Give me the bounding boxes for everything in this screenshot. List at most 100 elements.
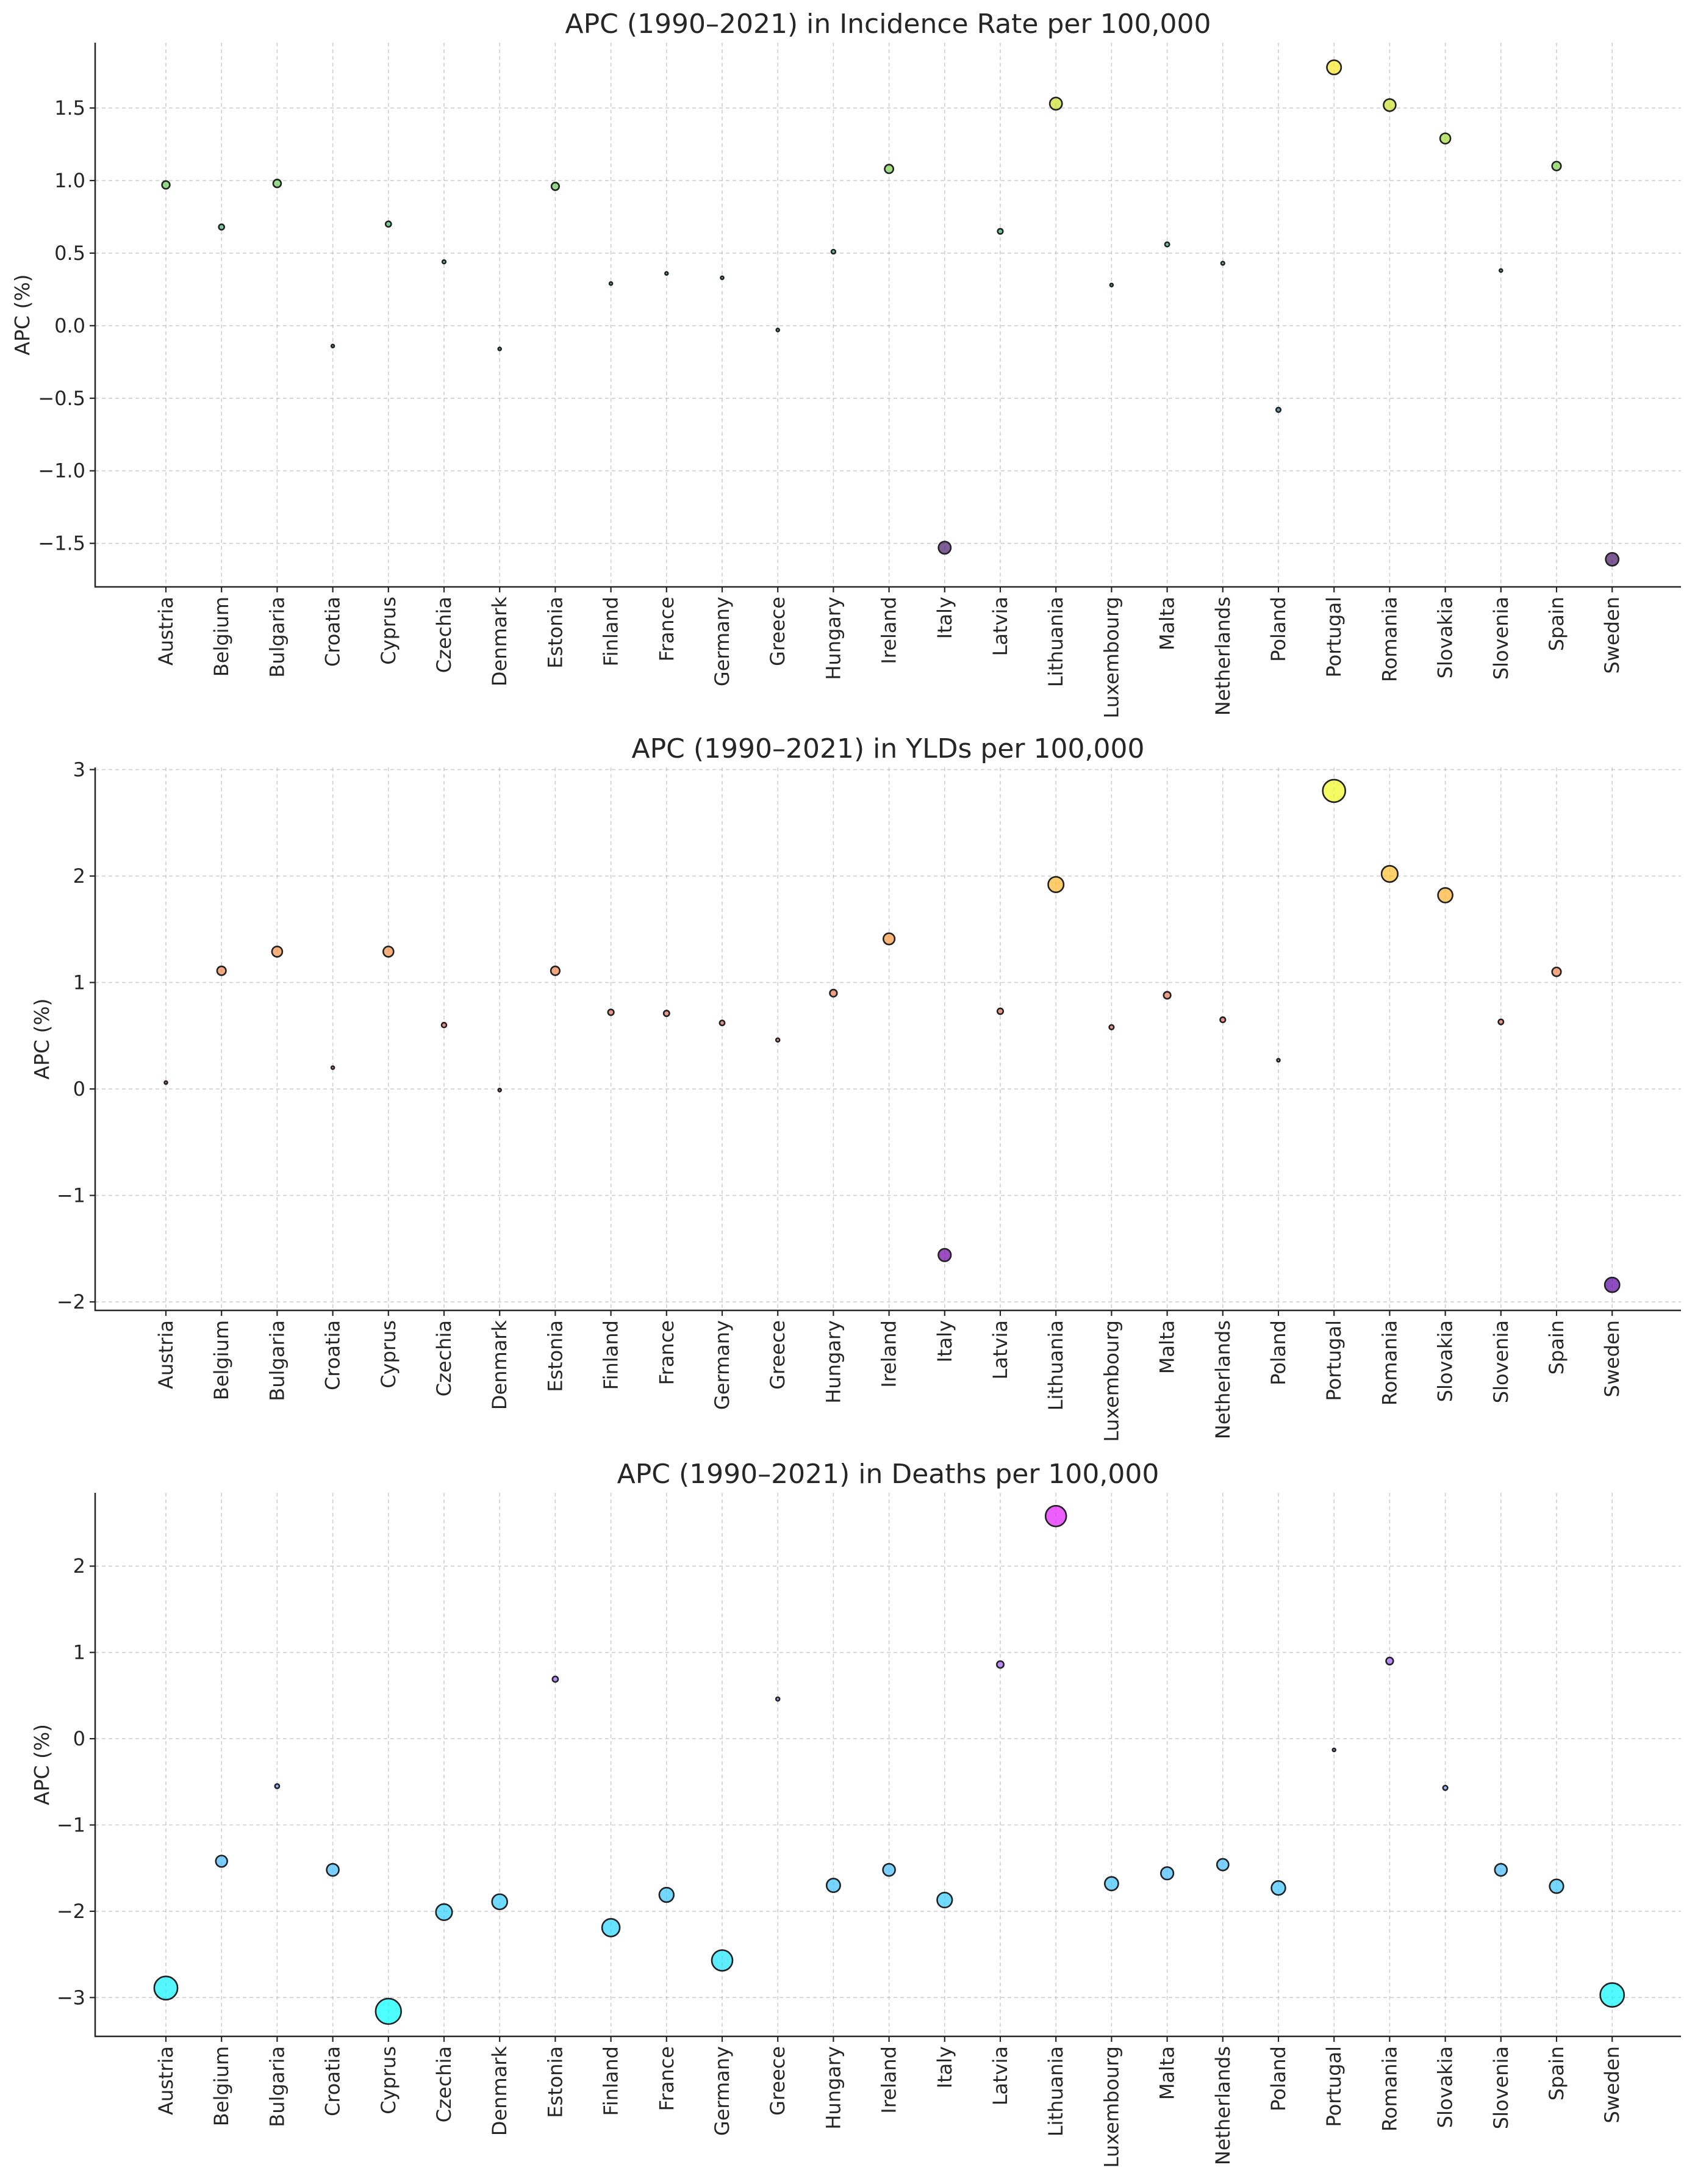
data-point: Portugal: 1.78 xyxy=(1326,59,1342,76)
data-points: Austria: 0.06 Belgium: 1.11 Bulgaria: 1.29… xyxy=(163,778,1621,1293)
x-tick-label: Spain xyxy=(1545,1320,1568,1374)
x-tick-label: Germany xyxy=(711,597,734,686)
data-point: Czechia: 0.44 xyxy=(441,259,447,265)
data-point: Denmark: -1.89 xyxy=(491,1893,509,1911)
data-point: Slovenia: -1.52 xyxy=(1494,1863,1508,1877)
y-tick-label: −2 xyxy=(57,1290,85,1313)
y-tick-label: 0 xyxy=(73,1727,85,1750)
data-point: Spain: 1.1 xyxy=(1551,966,1562,977)
x-tick-label: Romania xyxy=(1378,2046,1401,2132)
data-point: Italy: -1.53 xyxy=(937,541,952,555)
data-point: Lithuania: 1.92 xyxy=(1047,875,1065,893)
data-point: Ireland: -1.52 xyxy=(882,1863,896,1877)
x-tick-label: Spain xyxy=(1545,597,1568,651)
data-point: Portugal: -0.13 xyxy=(1331,1747,1336,1753)
data-point: Malta: 0.56 xyxy=(1164,241,1170,248)
x-tick-label: Austria xyxy=(154,597,177,666)
data-point: Netherlands: 0.43 xyxy=(1220,260,1225,266)
data-point: Austria: 0.06 xyxy=(163,1080,168,1085)
data-point: Estonia: 1.11 xyxy=(550,965,561,976)
data-point: Slovenia: 0.63 xyxy=(1497,1018,1505,1026)
data-points: Austria: -2.89 Belgium: -1.42 Bulgaria: -0… xyxy=(153,1504,1625,2025)
x-tick-label: Czechia xyxy=(432,2046,456,2122)
x-tick-label: Ireland xyxy=(878,597,901,664)
x-tick-label: Cyprus xyxy=(377,597,400,665)
data-point: Netherlands: 0.65 xyxy=(1219,1016,1227,1024)
data-point: Denmark: -0.16 xyxy=(497,347,503,351)
x-tick-label: Austria xyxy=(154,1320,177,1389)
y-tick-label: 3 xyxy=(73,758,85,781)
data-point: Romania: 2.02 xyxy=(1380,864,1399,883)
y-tick-label: 0.0 xyxy=(54,314,85,337)
incidence-rate-chart: APC (1990–2021) in Incidence Rate per 10… xyxy=(10,9,1681,718)
data-point: Slovenia: 0.38 xyxy=(1499,268,1503,273)
data-point: Latvia: 0.73 xyxy=(996,1007,1005,1015)
x-tick-label: Finland xyxy=(600,2046,623,2116)
x-tick-label: Slovakia xyxy=(1434,2046,1457,2128)
x-tick-label: Netherlands xyxy=(1211,1320,1235,1439)
x-tick-label: Bulgaria xyxy=(265,2046,288,2127)
data-point: Austria: 0.97 xyxy=(161,180,171,190)
data-point: Spain: 1.1 xyxy=(1551,160,1562,171)
x-tick-label: Latvia xyxy=(989,597,1012,656)
data-point: Greece: 0.46 xyxy=(775,1696,781,1702)
y-axis-label: APC (%) xyxy=(30,998,54,1079)
data-point: Hungary: 0.51 xyxy=(830,248,837,255)
ylds-chart: APC (1990–2021) in YLDs per 100,000 APC … xyxy=(30,733,1681,1442)
y-axis-label: APC (%) xyxy=(10,274,34,355)
data-point: Luxembourg: 0.58 xyxy=(1108,1024,1115,1030)
x-tick-label: Malta xyxy=(1156,2046,1179,2100)
x-tick-label: France xyxy=(655,597,678,661)
data-point: France: 0.71 xyxy=(662,1010,670,1018)
x-tick-label: France xyxy=(655,2046,678,2111)
y-tick-label: 0.5 xyxy=(54,242,85,265)
y-tick-label: 2 xyxy=(73,1554,85,1578)
data-point: France: -1.81 xyxy=(658,1886,675,1903)
x-tick-label: Estonia xyxy=(543,2046,567,2118)
data-point: Lithuania: 1.53 xyxy=(1048,96,1063,111)
x-tick-label: Belgium xyxy=(210,597,233,677)
data-point: Croatia: -1.52 xyxy=(326,1863,340,1877)
x-tick-label: Germany xyxy=(711,1320,734,1410)
x-tick-label: Cyprus xyxy=(377,1320,400,1388)
grid xyxy=(95,1493,1681,2036)
x-tick-label: Netherlands xyxy=(1211,597,1235,716)
data-point: Finland: 0.29 xyxy=(608,281,614,286)
y-tick-label: −1 xyxy=(57,1184,85,1207)
y-tick-label: −2 xyxy=(57,1900,85,1923)
x-tick-label: Greece xyxy=(766,1320,789,1390)
data-point: Czechia: -2.01 xyxy=(435,1903,453,1921)
x-tick-label: Sweden xyxy=(1600,1320,1624,1397)
y-tick-label: 1 xyxy=(73,971,85,994)
x-tick-label: Lithuania xyxy=(1044,597,1067,687)
x-tick-label: Denmark xyxy=(488,1320,511,1410)
y-tick-label: 0 xyxy=(73,1077,85,1101)
data-point: Poland: -0.58 xyxy=(1275,406,1282,413)
data-point: Slovakia: 1.29 xyxy=(1439,132,1452,145)
data-point: Malta: -1.56 xyxy=(1159,1866,1175,1881)
chart-title: APC (1990–2021) in YLDs per 100,000 xyxy=(632,733,1145,764)
data-point: Hungary: -1.7 xyxy=(825,1878,841,1894)
x-tick-label: Slovakia xyxy=(1434,597,1457,678)
data-point: Slovakia: 1.82 xyxy=(1437,887,1453,903)
x-tick-label: Ireland xyxy=(878,1320,901,1388)
data-point: Germany: 0.33 xyxy=(720,275,725,281)
x-tick-label: Belgium xyxy=(210,2046,233,2126)
x-tick-label: Portugal xyxy=(1322,597,1346,678)
deaths-chart: APC (1990–2021) in Deaths per 100,000 AP… xyxy=(30,1459,1681,2168)
x-tick-label: Estonia xyxy=(543,1320,567,1392)
data-point: Croatia: 0.2 xyxy=(330,1065,335,1070)
axes: Austria Belgium Bulgaria Croatia Cyprus Czech… xyxy=(38,43,1681,718)
x-tick-label: Italy xyxy=(933,1320,956,1362)
x-tick-label: Sweden xyxy=(1600,597,1624,674)
data-point: Estonia: 0.69 xyxy=(551,1675,559,1683)
x-tick-label: Poland xyxy=(1267,1320,1290,1385)
data-point: Sweden: -1.84 xyxy=(1604,1276,1621,1293)
y-tick-label: 1.0 xyxy=(54,169,85,192)
y-tick-label: 2 xyxy=(73,864,85,888)
data-point: Poland: 0.27 xyxy=(1276,1058,1281,1063)
x-tick-label: Belgium xyxy=(210,1320,233,1400)
x-tick-label: Hungary xyxy=(822,597,845,680)
x-tick-label: Malta xyxy=(1156,1320,1179,1374)
x-tick-label: Slovenia xyxy=(1489,597,1513,680)
